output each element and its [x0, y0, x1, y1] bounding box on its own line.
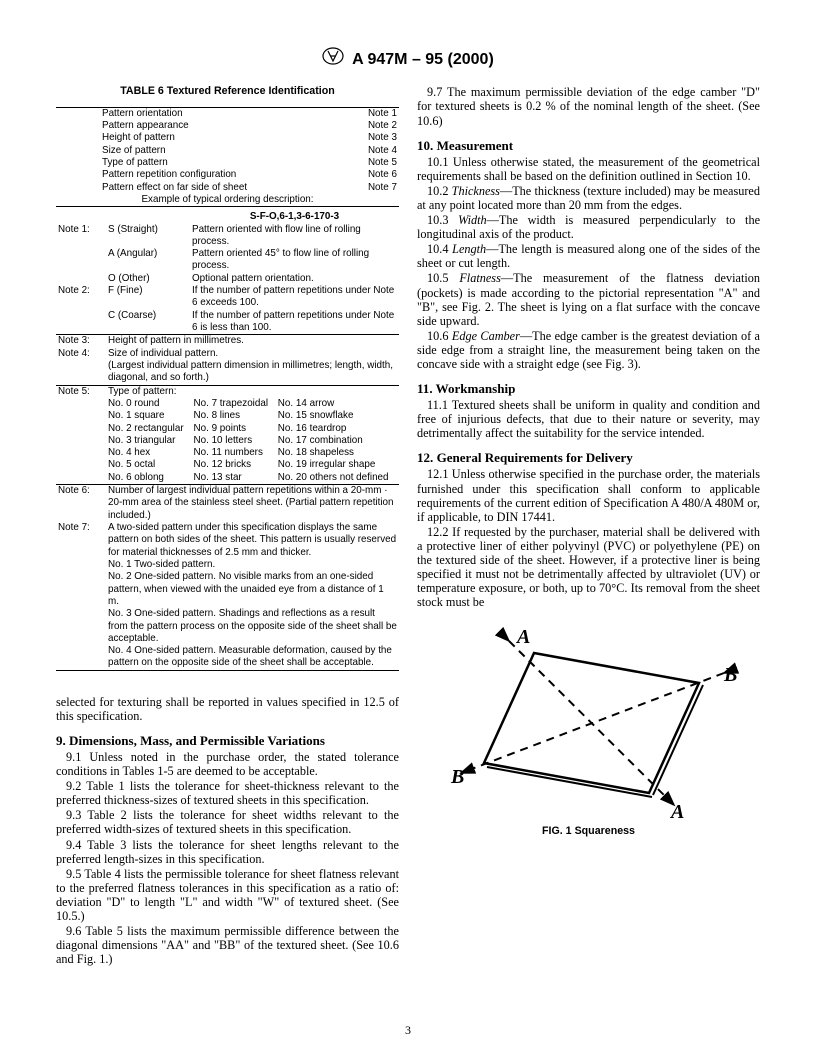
spec-number: A 947M – 95 (2000): [352, 51, 494, 68]
idx-label: Pattern orientation: [100, 107, 345, 120]
p-12-1: 12.1 Unless otherwise specified in the p…: [417, 467, 760, 523]
section-10-head: 10. Measurement: [417, 138, 760, 153]
note2-label: Note 2:: [56, 285, 106, 310]
fig1-label-B1: B: [723, 664, 737, 686]
p-9-4: 9.4 Table 3 lists the tolerance for shee…: [56, 838, 399, 866]
table-6: TABLE 6 Textured Reference Identificatio…: [56, 85, 399, 670]
carry-para: selected for texturing shall be reported…: [56, 695, 399, 723]
section-11-head: 11. Workmanship: [417, 381, 760, 396]
note6-label: Note 6:: [56, 485, 106, 522]
p-10-4: 10.4 Length—The length is measured along…: [417, 242, 760, 270]
figure-1-svg: A B B A: [439, 623, 739, 823]
table-6-notes-34: Note 3:Height of pattern in millimetres.…: [56, 335, 399, 385]
example-label: Example of typical ordering description:: [56, 194, 399, 207]
p-10-5: 10.5 Flatness—The measurement of the fla…: [417, 271, 760, 327]
p-9-1: 9.1 Unless noted in the purchase order, …: [56, 750, 399, 778]
section-9-head: 9. Dimensions, Mass, and Permissible Var…: [56, 733, 399, 748]
example-code: S-F-O,6-1,3-6-170-3: [190, 211, 399, 223]
astm-logo: [322, 47, 344, 70]
figure-1: A B B A FIG. 1 Squareness: [417, 623, 760, 837]
p-9-7: 9.7 The maximum permissible deviation of…: [417, 85, 760, 127]
note7-label: Note 7:: [56, 522, 106, 559]
idx-note: Note 1: [345, 107, 399, 120]
table-6-index: Pattern orientationNote 1 Pattern appear…: [56, 107, 399, 208]
note3-label: Note 3:: [56, 335, 106, 347]
p-10-6: 10.6 Edge Camber—The edge camber is the …: [417, 329, 760, 371]
section-12-head: 12. General Requirements for Delivery: [417, 450, 760, 465]
p-10-1: 10.1 Unless otherwise stated, the measur…: [417, 155, 760, 183]
fig1-label-B2: B: [450, 766, 464, 788]
p-11-1: 11.1 Textured sheets shall be uniform in…: [417, 398, 760, 440]
doc-header: A 947M – 95 (2000): [56, 48, 760, 71]
p-10-3: 10.3 Width—The width is measured perpend…: [417, 213, 760, 241]
fig1-label-A2: A: [669, 801, 684, 823]
table-6-title: TABLE 6 Textured Reference Identificatio…: [56, 85, 399, 98]
page-number: 3: [0, 1024, 816, 1038]
table-6-notes-12: S-F-O,6-1,3-6-170-3 Note 1:S (Straight)P…: [56, 211, 399, 335]
p-10-2: 10.2 Thickness—The thickness (texture in…: [417, 184, 760, 212]
p-9-5: 9.5 Table 4 lists the permissible tolera…: [56, 867, 399, 923]
p-9-2: 9.2 Table 1 lists the tolerance for shee…: [56, 779, 399, 807]
note1-label: Note 1:: [56, 224, 106, 249]
note4-label: Note 4:: [56, 348, 106, 360]
p-9-6: 9.6 Table 5 lists the maximum permissibl…: [56, 924, 399, 966]
figure-1-caption: FIG. 1 Squareness: [417, 825, 760, 837]
p-9-3: 9.3 Table 2 lists the tolerance for shee…: [56, 808, 399, 836]
fig1-label-A1: A: [515, 626, 530, 648]
note5-label: Note 5:: [56, 386, 106, 398]
p-12-2: 12.2 If requested by the purchaser, mate…: [417, 525, 760, 610]
table-6-note5: Note 5:Type of pattern: No. 0 roundNo. 7…: [56, 386, 399, 486]
table-6-notes-67: Note 6:Number of largest individual patt…: [56, 485, 399, 671]
